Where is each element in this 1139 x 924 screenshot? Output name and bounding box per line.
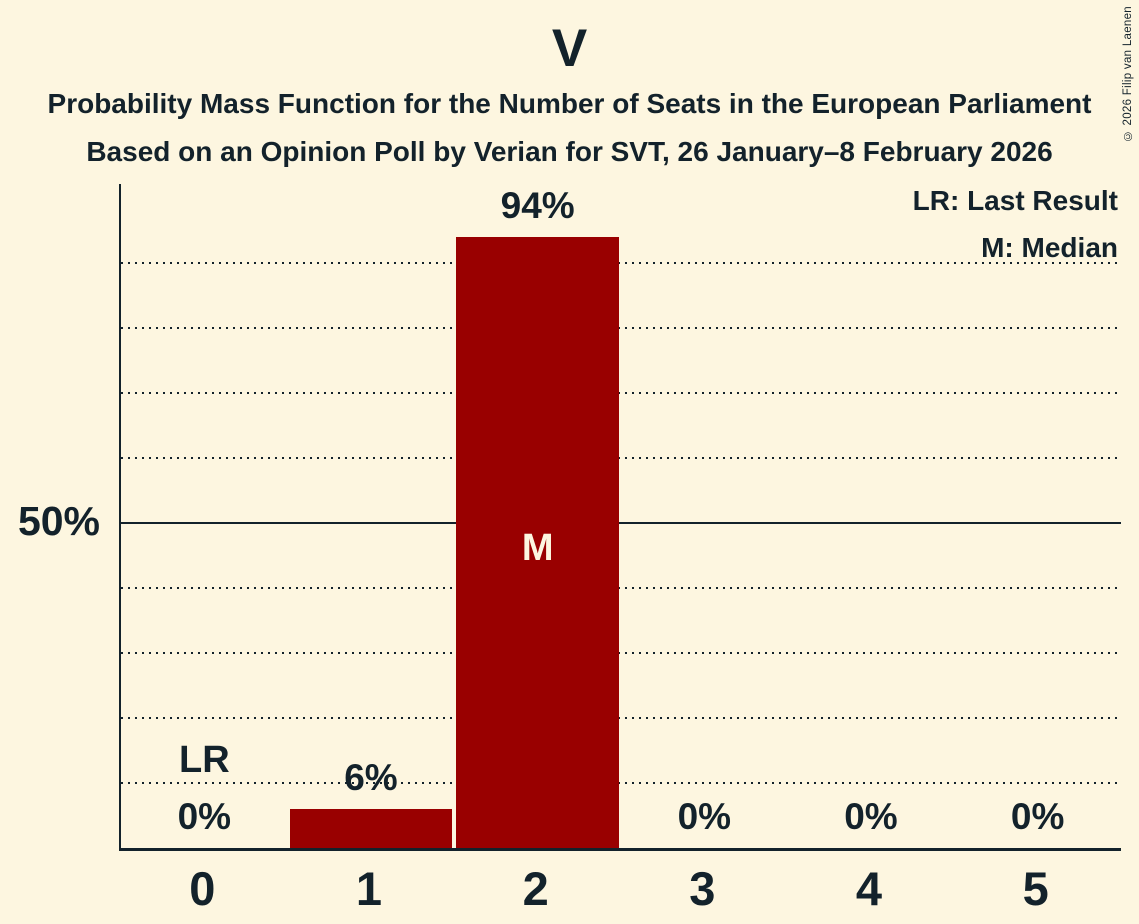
x-tick-5: 5	[1022, 862, 1049, 915]
bar-seats-1	[289, 809, 453, 848]
gridline-dotted-30	[121, 652, 1121, 654]
x-tick-4: 4	[855, 862, 883, 915]
bar-value-label-2: 94%	[500, 185, 575, 226]
y-axis-tick-label-50: 50%	[17, 498, 100, 544]
x-tick-1: 1	[355, 862, 383, 915]
x-tick-2: 2	[522, 862, 549, 915]
bar-value-label-0: 0%	[177, 796, 232, 837]
chart-subtitle-line2: Based on an Opinion Poll by Verian for S…	[86, 136, 1053, 167]
annotation-last-result: LR	[179, 739, 230, 781]
gridline-dotted-60	[121, 457, 1121, 459]
bar-value-label-3: 0%	[677, 796, 732, 837]
x-tick-3: 3	[689, 862, 716, 915]
gridline-solid-50	[121, 522, 1121, 524]
plot-area: 0% 6% 94% 0% 0% 0% LR M	[119, 184, 1121, 851]
gridline-dotted-90	[121, 262, 1121, 264]
chart-subtitle-line1: Probability Mass Function for the Number…	[47, 88, 1092, 119]
gridline-dotted-20	[121, 717, 1121, 719]
gridline-dotted-70	[121, 392, 1121, 394]
copyright-notice: © 2026 Filip van Laenen	[1122, 6, 1134, 142]
bar-value-label-1: 6%	[344, 757, 398, 798]
gridline-dotted-80	[121, 327, 1121, 329]
legend-last-result: LR: Last Result	[912, 185, 1118, 216]
gridline-dotted-10	[121, 782, 1121, 784]
chart-title: V	[551, 19, 588, 78]
annotation-median: M	[521, 527, 554, 569]
x-axis-tick-labels: 0 1 2 3 4 5	[119, 865, 1119, 915]
x-tick-0: 0	[189, 862, 216, 915]
bar-value-label-4: 0%	[844, 796, 898, 837]
gridline-dotted-40	[121, 587, 1121, 589]
bar-seats-2	[456, 237, 619, 848]
legend-median: M: Median	[981, 232, 1118, 263]
bar-value-label-5: 0%	[1010, 796, 1065, 837]
